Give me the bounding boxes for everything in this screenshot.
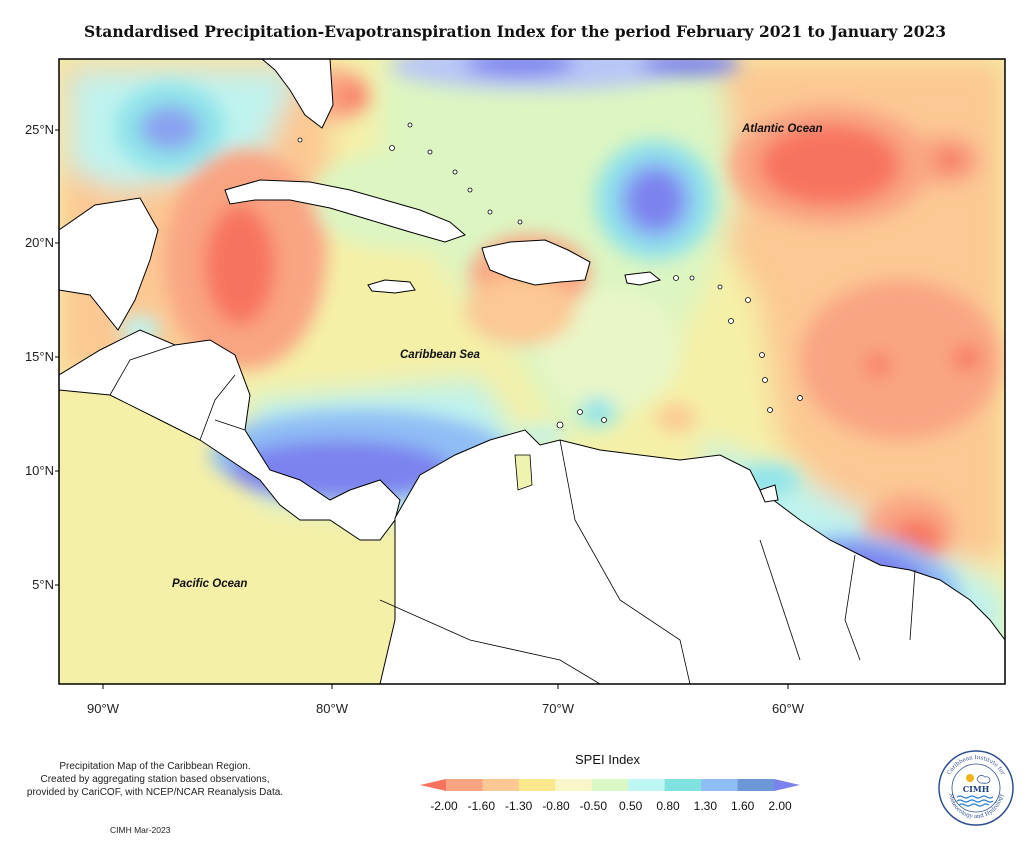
lat-label-15n: 15°N	[24, 349, 54, 364]
landmasses	[59, 59, 1005, 684]
lon-label-60w: 60°W	[772, 701, 804, 716]
legend-tick-label: 1.60	[730, 799, 755, 813]
legend-tick-label: 0.50	[618, 799, 643, 813]
legend-colorbar	[420, 779, 800, 791]
legend-tick-label: -1.30	[504, 799, 533, 813]
legend-arrow-high	[774, 779, 800, 791]
waves-icon	[956, 795, 994, 807]
legend-swatch	[701, 779, 739, 791]
legend-title: SPEI Index	[575, 752, 641, 767]
note-line-2: Created by aggregating station based obs…	[40, 774, 270, 785]
cimh-logo: Caribbean Institute for Meteorology and …	[938, 750, 1014, 826]
legend-tick-label: 1.30	[693, 799, 717, 813]
map-description: Precipitation Map of the Caribbean Regio…	[10, 760, 300, 799]
legend-swatch	[591, 779, 629, 791]
cloud-icon	[976, 775, 991, 784]
legend-tick-label: -0.50	[579, 799, 607, 813]
legend-swatch	[555, 779, 593, 791]
spei-field	[59, 59, 1005, 684]
lat-label-25n: 25°N	[24, 122, 54, 137]
lat-label-20n: 20°N	[24, 235, 54, 250]
axis-ticks	[55, 129, 789, 689]
legend-swatch	[446, 779, 483, 791]
legend-swatch	[482, 779, 520, 791]
lon-label-70w: 70°W	[542, 701, 574, 716]
pacific-ocean-label: Pacific Ocean	[172, 578, 248, 590]
lon-label-90w: 90°W	[87, 701, 119, 716]
legend-tick-label: -2.00	[430, 799, 458, 813]
legend-arrow-low	[420, 779, 446, 791]
map-border	[58, 58, 1006, 685]
legend-swatch	[518, 779, 556, 791]
note-line-3: provided by CariCOF, with NCEP/NCAR Rean…	[26, 787, 284, 798]
legend-tick-label: -1.60	[467, 799, 495, 813]
lat-label-10n: 10°N	[24, 463, 54, 478]
legend-tick-label: -0.80	[542, 799, 570, 813]
legend-swatch	[737, 779, 775, 791]
lat-label-5n: 5°N	[32, 577, 54, 592]
sun-icon	[966, 774, 974, 782]
legend-tick-label: 0.80	[656, 799, 680, 813]
map-title: Standardised Precipitation-Evapotranspir…	[83, 22, 947, 41]
credit-text: CIMH Mar-2023	[110, 825, 171, 835]
note-line-1: Precipitation Map of the Caribbean Regio…	[59, 761, 251, 772]
logo-name: CIMH	[963, 784, 990, 794]
lon-label-80w: 80°W	[316, 701, 348, 716]
atlantic-ocean-label: Atlantic Ocean	[742, 123, 823, 135]
legend-swatch	[664, 779, 702, 791]
caribbean-sea-label: Caribbean Sea	[400, 349, 480, 361]
legend-swatch	[628, 779, 666, 791]
legend-tick-label: 2.00	[768, 799, 792, 813]
